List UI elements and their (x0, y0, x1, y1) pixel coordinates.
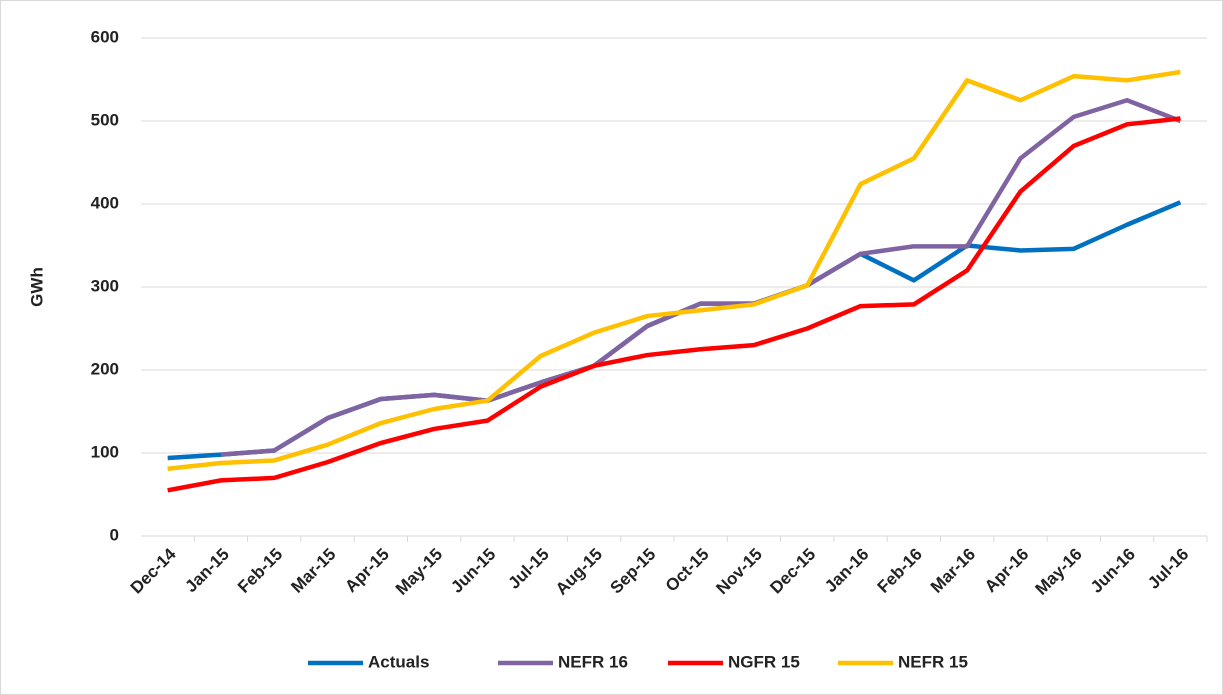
y-tick-label: 500 (91, 110, 119, 129)
y-tick-label: 200 (91, 359, 119, 378)
y-tick-label: 0 (110, 525, 119, 544)
y-tick-label: 300 (91, 276, 119, 295)
series-line (167, 69, 1181, 472)
legend-label: NGFR 15 (728, 652, 800, 671)
y-tick-label: 600 (91, 27, 119, 46)
y-axis-label: GWh (27, 267, 46, 307)
series-line (220, 98, 1182, 457)
y-tick-label: 100 (91, 442, 119, 461)
legend-label: NEFR 16 (558, 652, 628, 671)
y-tick-label: 400 (91, 193, 119, 212)
series-line (167, 116, 1181, 493)
legend-label: Actuals (368, 652, 429, 671)
legend-label: NEFR 15 (898, 652, 968, 671)
